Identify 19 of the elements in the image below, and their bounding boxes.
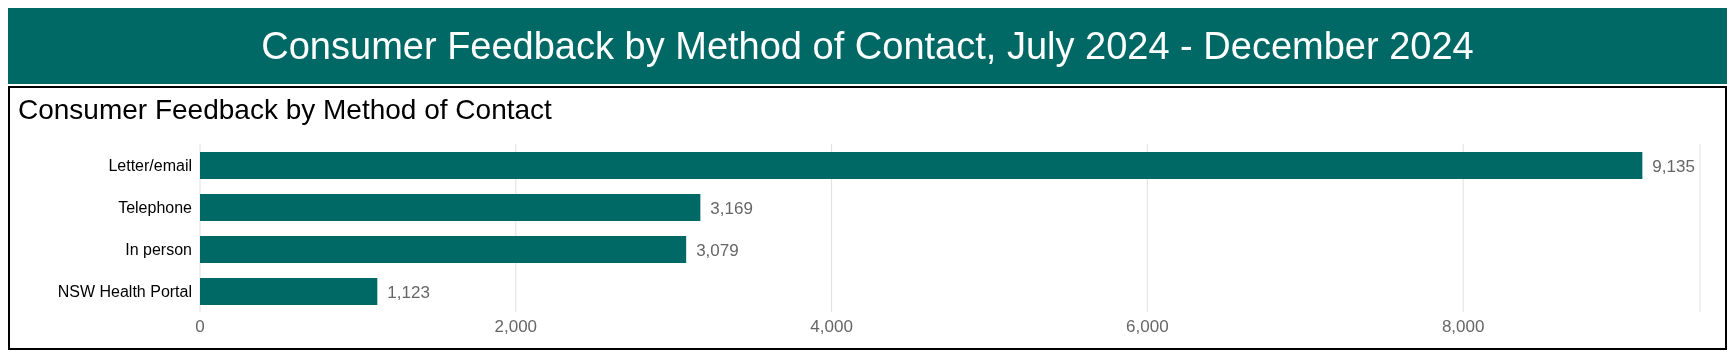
data-label: 3,079 bbox=[696, 240, 739, 260]
x-tick-label: 0 bbox=[195, 317, 205, 337]
data-label: 3,169 bbox=[710, 198, 753, 218]
bar bbox=[200, 236, 687, 263]
data-label: 1,123 bbox=[387, 282, 430, 302]
chart-subtitle: Consumer Feedback by Method of Contact bbox=[17, 93, 553, 127]
bar bbox=[200, 278, 378, 305]
x-tick-label: 4,000 bbox=[810, 317, 853, 337]
x-tick-label: 6,000 bbox=[1126, 317, 1169, 337]
data-label: 9,135 bbox=[1652, 156, 1695, 176]
x-tick-label: 8,000 bbox=[1441, 317, 1485, 337]
y-tick-label: Telephone bbox=[118, 198, 193, 216]
x-tick-label: 2,000 bbox=[494, 317, 538, 337]
chart-title: Consumer Feedback by Method of Contact, July 2024 - December 2024 bbox=[8, 8, 1727, 84]
y-tick-label: Letter/email bbox=[108, 156, 192, 174]
bar bbox=[200, 152, 1643, 179]
y-tick-label: NSW Health Portal bbox=[57, 282, 192, 300]
bar bbox=[200, 194, 701, 221]
y-tick-label: In person bbox=[125, 240, 192, 258]
